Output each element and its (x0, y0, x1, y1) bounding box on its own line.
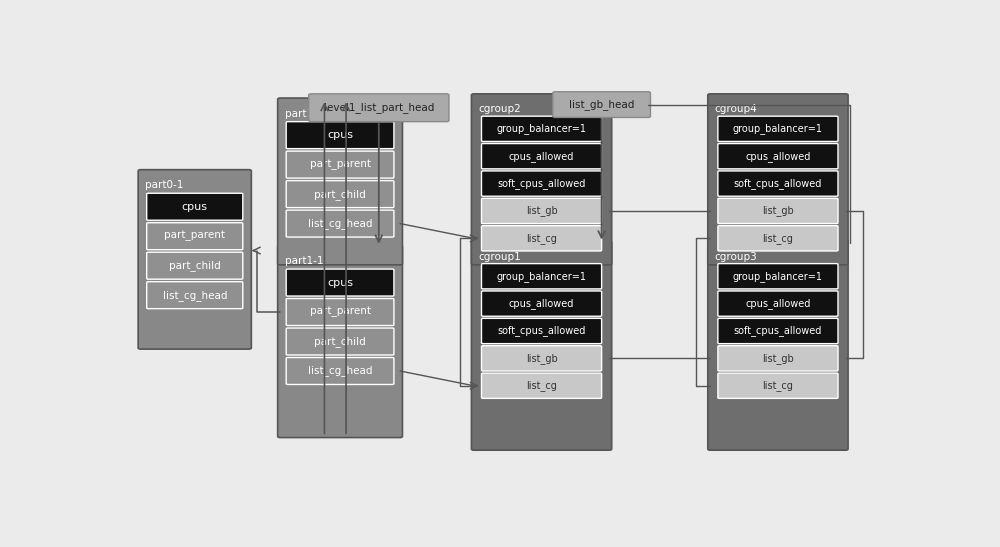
FancyBboxPatch shape (482, 291, 602, 316)
FancyBboxPatch shape (482, 346, 602, 371)
Text: list_cg_head: list_cg_head (308, 365, 372, 376)
FancyBboxPatch shape (471, 241, 612, 450)
Text: part1-1: part1-1 (285, 256, 323, 266)
Text: cgroup3: cgroup3 (715, 252, 758, 262)
FancyBboxPatch shape (471, 94, 612, 265)
Text: list_cg: list_cg (763, 233, 793, 244)
Text: part_child: part_child (169, 260, 221, 271)
Text: cpus_allowed: cpus_allowed (509, 151, 574, 162)
FancyBboxPatch shape (482, 116, 602, 142)
Text: soft_cpus_allowed: soft_cpus_allowed (497, 325, 586, 336)
FancyBboxPatch shape (147, 252, 243, 279)
FancyBboxPatch shape (147, 282, 243, 309)
FancyBboxPatch shape (286, 210, 394, 237)
FancyBboxPatch shape (147, 223, 243, 249)
Text: part_child: part_child (314, 189, 366, 200)
Text: soft_cpus_allowed: soft_cpus_allowed (734, 325, 822, 336)
FancyBboxPatch shape (286, 299, 394, 325)
Text: list_cg: list_cg (526, 380, 557, 391)
Text: cgroup4: cgroup4 (715, 104, 758, 114)
Text: list_cg: list_cg (763, 380, 793, 391)
Text: list_gb: list_gb (526, 353, 557, 364)
FancyBboxPatch shape (482, 373, 602, 398)
Text: part_parent: part_parent (164, 231, 225, 241)
Text: cpus: cpus (182, 202, 208, 212)
Text: list_gb: list_gb (526, 206, 557, 217)
Text: level1_list_part_head: level1_list_part_head (324, 102, 434, 113)
Text: group_balancer=1: group_balancer=1 (497, 124, 587, 134)
FancyBboxPatch shape (708, 241, 848, 450)
FancyBboxPatch shape (718, 318, 838, 344)
Text: list_gb_head: list_gb_head (569, 99, 634, 110)
Text: soft_cpus_allowed: soft_cpus_allowed (734, 178, 822, 189)
FancyBboxPatch shape (482, 143, 602, 169)
Text: part_parent: part_parent (310, 307, 371, 317)
FancyBboxPatch shape (718, 143, 838, 169)
Text: list_cg: list_cg (526, 233, 557, 244)
FancyBboxPatch shape (718, 291, 838, 316)
FancyBboxPatch shape (286, 121, 394, 149)
Text: soft_cpus_allowed: soft_cpus_allowed (497, 178, 586, 189)
Text: list_cg_head: list_cg_head (308, 218, 372, 229)
FancyBboxPatch shape (147, 193, 243, 220)
FancyBboxPatch shape (278, 98, 402, 265)
FancyBboxPatch shape (309, 94, 449, 121)
Text: cpus_allowed: cpus_allowed (745, 151, 811, 162)
FancyBboxPatch shape (553, 92, 650, 118)
Text: part1-2: part1-2 (285, 109, 323, 119)
FancyBboxPatch shape (718, 199, 838, 224)
Text: list_cg_head: list_cg_head (162, 290, 227, 301)
FancyBboxPatch shape (278, 246, 402, 438)
FancyBboxPatch shape (718, 346, 838, 371)
Text: part0-1: part0-1 (145, 180, 184, 190)
Text: cgroup2: cgroup2 (478, 104, 521, 114)
FancyBboxPatch shape (286, 269, 394, 296)
Text: list_gb: list_gb (762, 206, 794, 217)
FancyBboxPatch shape (286, 151, 394, 178)
FancyBboxPatch shape (718, 373, 838, 398)
FancyBboxPatch shape (286, 358, 394, 385)
FancyBboxPatch shape (718, 171, 838, 196)
Text: group_balancer=1: group_balancer=1 (733, 271, 823, 282)
FancyBboxPatch shape (482, 318, 602, 344)
FancyBboxPatch shape (708, 94, 848, 265)
Text: cpus: cpus (327, 277, 353, 288)
FancyBboxPatch shape (718, 116, 838, 142)
Text: group_balancer=1: group_balancer=1 (497, 271, 587, 282)
FancyBboxPatch shape (482, 171, 602, 196)
FancyBboxPatch shape (718, 264, 838, 289)
FancyBboxPatch shape (718, 226, 838, 251)
FancyBboxPatch shape (482, 264, 602, 289)
FancyBboxPatch shape (138, 170, 251, 349)
Text: group_balancer=1: group_balancer=1 (733, 124, 823, 134)
Text: cpus: cpus (327, 130, 353, 140)
Text: part_parent: part_parent (310, 159, 371, 170)
FancyBboxPatch shape (286, 181, 394, 207)
FancyBboxPatch shape (286, 328, 394, 355)
Text: cgroup1: cgroup1 (478, 252, 521, 262)
FancyBboxPatch shape (482, 199, 602, 224)
Text: cpus_allowed: cpus_allowed (509, 298, 574, 309)
Text: list_gb: list_gb (762, 353, 794, 364)
Text: part_child: part_child (314, 336, 366, 347)
Text: cpus_allowed: cpus_allowed (745, 298, 811, 309)
FancyBboxPatch shape (482, 226, 602, 251)
